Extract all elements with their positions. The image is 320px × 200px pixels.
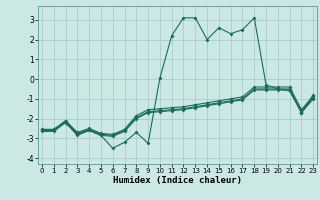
X-axis label: Humidex (Indice chaleur): Humidex (Indice chaleur) xyxy=(113,176,242,185)
